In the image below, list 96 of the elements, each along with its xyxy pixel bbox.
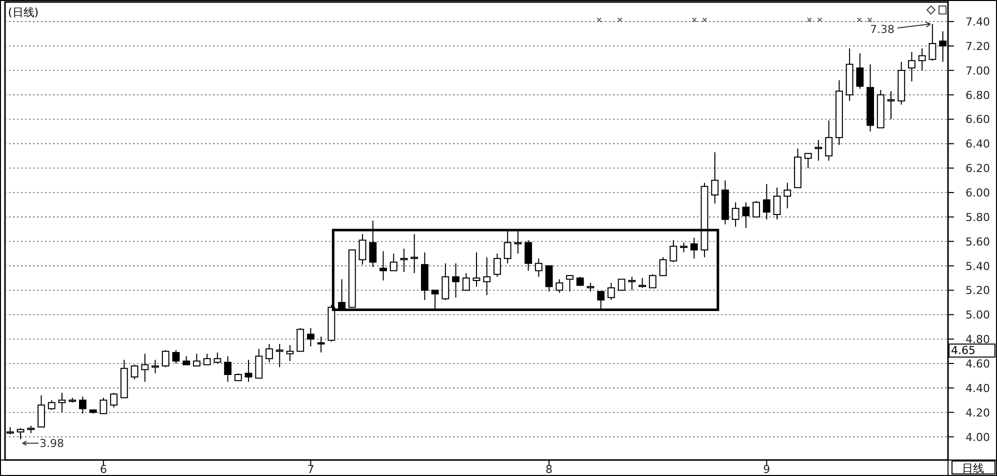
candlestick xyxy=(597,290,605,310)
candlestick xyxy=(203,353,211,366)
candlestick xyxy=(524,240,532,272)
y-tick-label: 7.00 xyxy=(966,64,990,78)
candlestick xyxy=(244,359,252,382)
chart-title: (日线) xyxy=(8,6,39,19)
x-tick-label: 8 xyxy=(546,463,553,476)
candlestick xyxy=(452,262,460,298)
candlestick xyxy=(255,348,263,379)
candlestick xyxy=(659,256,667,276)
candlestick xyxy=(814,140,822,162)
y-tick-label: 7.40 xyxy=(966,16,990,29)
candlestick xyxy=(192,353,200,366)
y-tick-label: 4.60 xyxy=(966,358,990,371)
candlestick xyxy=(762,183,770,220)
candlestick xyxy=(804,152,812,169)
candlestick xyxy=(566,275,574,292)
candlestick xyxy=(856,52,864,90)
candlestick xyxy=(545,265,553,292)
candlestick xyxy=(58,392,66,413)
candlestick xyxy=(16,428,24,440)
candlestick xyxy=(100,397,108,414)
y-tick-label: 4.20 xyxy=(966,406,990,420)
y-tick-label: 4.40 xyxy=(966,382,990,395)
y-tick-label: 6.20 xyxy=(966,162,990,176)
candlestick xyxy=(130,364,138,380)
x-tick-label: 9 xyxy=(763,463,770,476)
candlestick xyxy=(172,350,180,364)
candlestick xyxy=(38,394,45,428)
candlestick xyxy=(928,23,936,62)
candlestick xyxy=(214,352,222,364)
candlestick xyxy=(504,230,512,264)
candlestick xyxy=(618,278,626,291)
candlestick xyxy=(680,242,688,253)
candlestick xyxy=(494,253,501,278)
candlestick xyxy=(276,343,284,368)
x-tick-label: 6 xyxy=(100,463,107,476)
y-tick-label: 6.80 xyxy=(966,88,990,102)
annotation: 日线 xyxy=(952,460,996,475)
candlestick xyxy=(431,290,439,310)
y-tick-label: 7.20 xyxy=(966,40,990,53)
candlestick xyxy=(690,237,698,259)
candlestick xyxy=(306,328,314,347)
candlestick xyxy=(918,48,926,71)
candlestick xyxy=(608,282,615,301)
y-tick-label: 6.00 xyxy=(966,186,990,200)
candlestick xyxy=(380,250,387,281)
annotation: 3.98 xyxy=(40,437,64,450)
candlestick xyxy=(514,230,522,254)
candlestick xyxy=(369,220,377,268)
candlestick xyxy=(338,278,346,312)
y-tick-label: 5.40 xyxy=(966,260,990,273)
candlestick xyxy=(442,262,450,301)
candlestick xyxy=(224,356,232,382)
candlestick xyxy=(410,234,418,274)
candlestick xyxy=(141,353,149,382)
y-tick-label: 5.00 xyxy=(966,308,990,322)
y-tick-label: 5.80 xyxy=(966,210,990,224)
y-tick-label: 4.00 xyxy=(966,430,990,444)
y-tick-label: 4.80 xyxy=(966,333,990,346)
candlestick xyxy=(752,200,760,218)
candlestick xyxy=(742,202,750,228)
candlestick xyxy=(48,400,56,410)
candlestick xyxy=(773,187,781,220)
candlestick xyxy=(296,328,304,352)
candlestick xyxy=(670,240,678,263)
candlestick xyxy=(462,272,470,291)
candlestick xyxy=(400,248,408,272)
candlestick xyxy=(266,343,273,363)
candlestick xyxy=(556,278,564,294)
candlestick xyxy=(825,120,833,162)
candlestick xyxy=(483,256,491,296)
candlestick xyxy=(79,396,86,414)
candlestick xyxy=(358,234,366,266)
candlestick xyxy=(784,182,792,209)
x-tick-label: 7 xyxy=(307,463,314,476)
axis-marker: 4.65 xyxy=(948,344,996,358)
candlestick xyxy=(472,252,480,288)
candlestick xyxy=(732,202,740,228)
candlestick xyxy=(628,276,636,291)
candlestick xyxy=(110,392,118,408)
candlestick xyxy=(152,359,159,374)
y-tick-label: 5.60 xyxy=(966,235,990,248)
candlestick xyxy=(711,152,719,204)
candlestick xyxy=(534,258,542,278)
candlestick xyxy=(908,52,916,82)
candlestick xyxy=(162,350,170,368)
y-tick-label: 6.60 xyxy=(966,113,990,126)
candlestick xyxy=(390,253,398,272)
candlestick xyxy=(638,278,646,288)
candlestick xyxy=(887,90,895,120)
y-tick-label: 5.20 xyxy=(966,284,990,298)
y-tick-label: 6.40 xyxy=(966,138,990,151)
annotation: 7.38 xyxy=(870,22,894,36)
candlestick xyxy=(317,336,325,354)
candlestick xyxy=(648,274,656,288)
